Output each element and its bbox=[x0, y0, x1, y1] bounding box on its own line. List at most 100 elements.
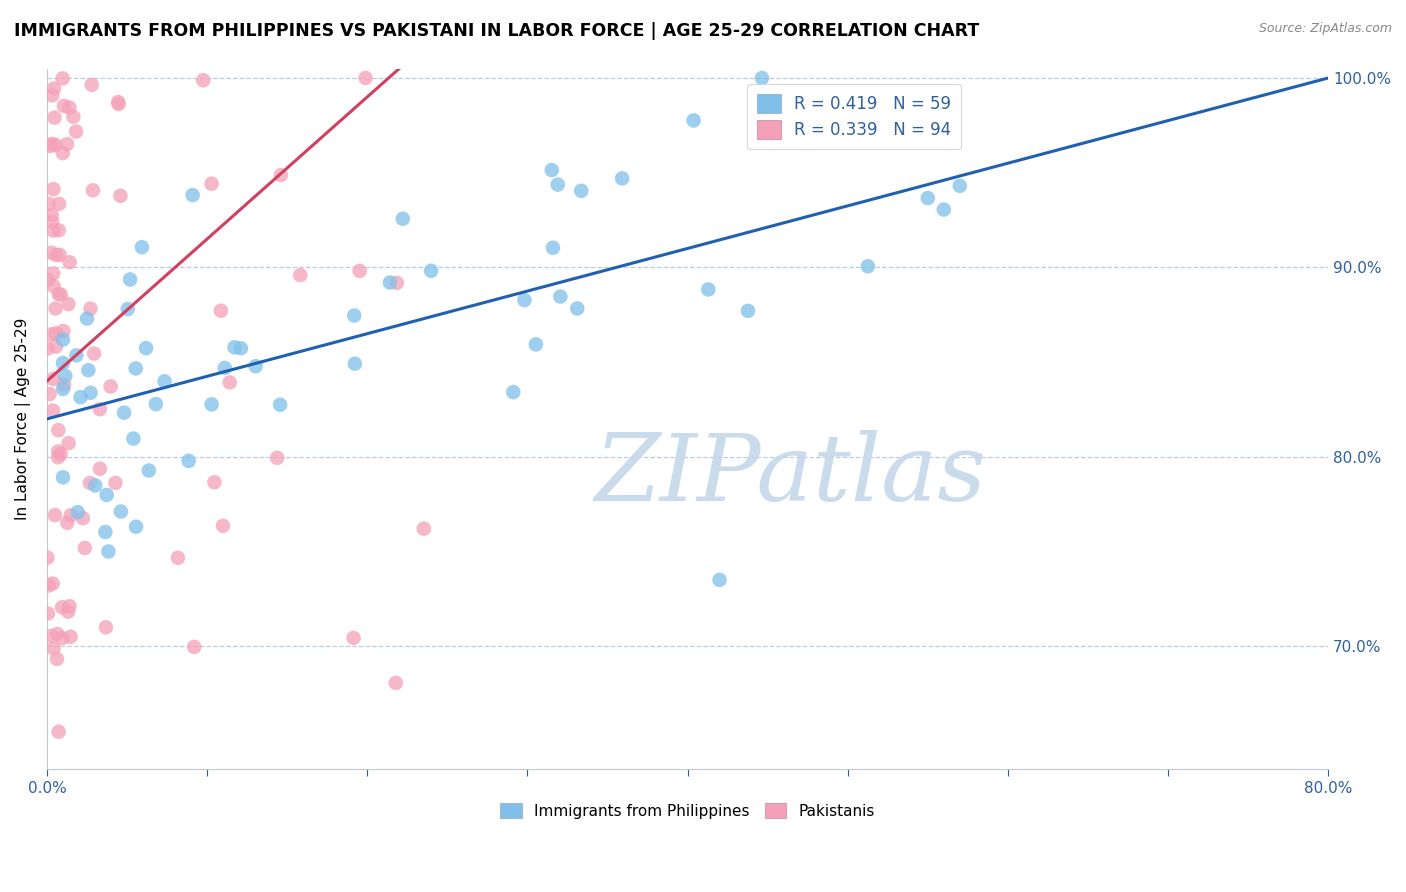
Text: IMMIGRANTS FROM PHILIPPINES VS PAKISTANI IN LABOR FORCE | AGE 25-29 CORRELATION : IMMIGRANTS FROM PHILIPPINES VS PAKISTANI… bbox=[14, 22, 980, 40]
Point bbox=[97, 544, 120, 558]
Point bbox=[343, 309, 366, 323]
Point bbox=[45, 138, 67, 153]
Point bbox=[73, 541, 96, 555]
Point bbox=[51, 631, 73, 645]
Point bbox=[932, 202, 955, 217]
Point bbox=[193, 73, 215, 87]
Point bbox=[682, 113, 704, 128]
Point bbox=[52, 382, 75, 396]
Point bbox=[218, 376, 240, 390]
Point bbox=[59, 630, 82, 644]
Point bbox=[41, 136, 63, 151]
Point bbox=[41, 245, 63, 260]
Point bbox=[51, 600, 73, 615]
Point bbox=[56, 605, 79, 619]
Point bbox=[83, 346, 105, 360]
Point bbox=[112, 406, 135, 420]
Point bbox=[856, 259, 879, 273]
Point bbox=[42, 267, 65, 281]
Point bbox=[153, 374, 176, 388]
Point bbox=[44, 508, 66, 522]
Point bbox=[412, 522, 434, 536]
Point bbox=[76, 311, 98, 326]
Point bbox=[45, 301, 67, 316]
Point bbox=[135, 341, 157, 355]
Point bbox=[89, 402, 111, 417]
Point bbox=[550, 289, 572, 303]
Point bbox=[385, 276, 408, 290]
Point bbox=[42, 182, 65, 196]
Point bbox=[547, 178, 569, 192]
Point bbox=[79, 301, 101, 316]
Point bbox=[72, 511, 94, 525]
Point bbox=[204, 475, 226, 490]
Point bbox=[89, 462, 111, 476]
Point bbox=[58, 297, 80, 311]
Point bbox=[245, 359, 267, 374]
Point bbox=[79, 385, 101, 400]
Point bbox=[540, 163, 562, 178]
Point bbox=[65, 124, 87, 138]
Point bbox=[41, 215, 63, 229]
Point bbox=[59, 508, 82, 523]
Point bbox=[38, 578, 60, 592]
Point bbox=[82, 183, 104, 197]
Point bbox=[391, 211, 413, 226]
Point bbox=[49, 447, 72, 461]
Point bbox=[58, 436, 80, 450]
Point bbox=[37, 607, 59, 621]
Point bbox=[541, 241, 564, 255]
Point bbox=[513, 293, 536, 307]
Point bbox=[46, 444, 69, 458]
Point bbox=[52, 324, 75, 338]
Point bbox=[37, 550, 59, 565]
Point bbox=[46, 652, 69, 666]
Point bbox=[62, 110, 84, 124]
Point bbox=[183, 640, 205, 654]
Point bbox=[52, 71, 75, 86]
Point bbox=[94, 524, 117, 539]
Point bbox=[56, 137, 79, 152]
Point bbox=[145, 397, 167, 411]
Point bbox=[46, 627, 69, 641]
Point bbox=[48, 223, 70, 237]
Point bbox=[48, 248, 70, 262]
Point bbox=[38, 196, 60, 211]
Point bbox=[52, 146, 75, 161]
Point bbox=[349, 264, 371, 278]
Point bbox=[385, 676, 408, 690]
Point bbox=[502, 385, 524, 400]
Text: Source: ZipAtlas.com: Source: ZipAtlas.com bbox=[1258, 22, 1392, 36]
Point bbox=[42, 403, 65, 417]
Point bbox=[66, 505, 89, 519]
Point bbox=[42, 576, 65, 591]
Point bbox=[58, 101, 80, 115]
Point bbox=[420, 264, 443, 278]
Point bbox=[181, 188, 204, 202]
Point bbox=[125, 361, 148, 376]
Point bbox=[48, 724, 70, 739]
Point bbox=[266, 450, 288, 465]
Point bbox=[569, 184, 592, 198]
Point bbox=[209, 303, 232, 318]
Point bbox=[41, 88, 63, 103]
Point bbox=[100, 379, 122, 393]
Point bbox=[42, 372, 65, 386]
Point bbox=[46, 450, 69, 465]
Point bbox=[42, 223, 65, 237]
Point bbox=[45, 340, 67, 354]
Point bbox=[44, 111, 66, 125]
Point bbox=[524, 337, 547, 351]
Point bbox=[41, 629, 63, 643]
Point bbox=[37, 273, 59, 287]
Point bbox=[53, 369, 76, 384]
Point bbox=[200, 177, 222, 191]
Point bbox=[290, 268, 312, 282]
Point bbox=[45, 326, 67, 341]
Point bbox=[342, 631, 364, 645]
Point bbox=[48, 287, 70, 301]
Point bbox=[131, 240, 153, 254]
Point bbox=[52, 99, 75, 113]
Point bbox=[269, 398, 291, 412]
Point bbox=[343, 357, 366, 371]
